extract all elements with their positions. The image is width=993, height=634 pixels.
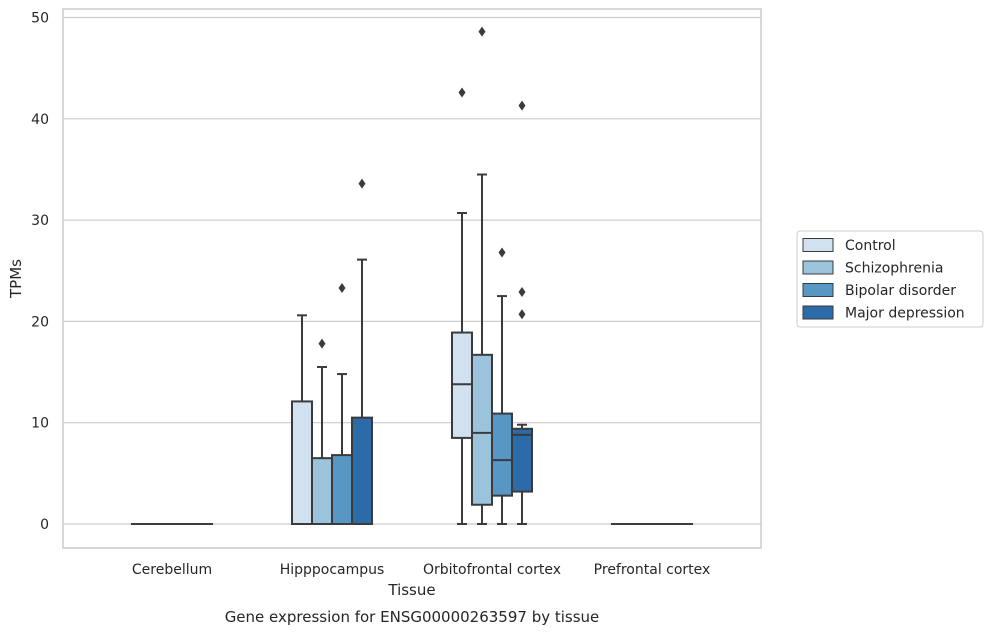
plot-background xyxy=(63,9,761,548)
legend-label: Schizophrenia xyxy=(845,261,943,277)
plot-frame xyxy=(62,8,762,549)
box-schizophrenia xyxy=(311,338,333,525)
legend-label: Bipolar disorder xyxy=(845,283,956,299)
outlier-point xyxy=(318,338,326,349)
legend-entries: Control Schizophrenia Bipolar disorder Majo… xyxy=(802,238,965,322)
legend-frame xyxy=(796,230,984,328)
x-axis-label: Tissue xyxy=(387,581,435,599)
chart-caption: Gene expression for ENSG00000263597 by t… xyxy=(225,608,600,626)
legend: Control Schizophrenia Bipolar disorder Majo… xyxy=(796,230,984,328)
legend-label: Control xyxy=(845,238,896,254)
y-tick-label: 40 xyxy=(31,112,49,128)
x-tick-label: Orbitofrontal cortex xyxy=(423,562,561,578)
legend-swatch xyxy=(802,283,834,297)
outlier-point xyxy=(458,87,466,98)
outlier-point xyxy=(518,309,526,320)
x-tick-labels: Cerebellum Hipppocampus Orbitofrontal cort… xyxy=(132,562,710,578)
box-major-depression xyxy=(351,178,373,526)
legend-swatch xyxy=(802,260,834,275)
legend-swatch xyxy=(802,238,834,252)
box-series xyxy=(131,26,693,526)
legend-swatch xyxy=(802,305,834,320)
y-tick-labels: 0 10 20 30 40 50 xyxy=(31,11,49,534)
y-tick-label: 10 xyxy=(31,416,49,432)
box-body xyxy=(511,427,533,493)
x-tick-label: Prefrontal cortex xyxy=(594,562,711,578)
outlier-point xyxy=(358,178,366,189)
box-body xyxy=(491,412,513,497)
box-body xyxy=(291,400,313,525)
x-tick-label: Hipppocampus xyxy=(280,562,385,578)
box-major-depression xyxy=(511,100,533,525)
outlier-point xyxy=(338,282,346,293)
box-body xyxy=(351,416,373,526)
box-body xyxy=(331,454,353,525)
box-body xyxy=(451,331,473,439)
legend-label: Major depression xyxy=(845,306,965,322)
y-tick-label: 20 xyxy=(31,314,49,330)
box-body xyxy=(471,353,493,506)
y-tick-label: 50 xyxy=(31,11,49,27)
outlier-point xyxy=(518,100,526,111)
box-schizophrenia xyxy=(471,26,493,525)
y-axis-label: TPMs xyxy=(7,259,25,299)
y-tick-label: 30 xyxy=(31,213,49,229)
outlier-point xyxy=(498,247,506,258)
outlier-point xyxy=(478,26,486,37)
x-tick-label: Cerebellum xyxy=(132,562,212,578)
y-tick-label: 0 xyxy=(40,517,49,533)
box-body xyxy=(311,457,333,525)
box-control xyxy=(451,87,473,525)
outlier-point xyxy=(518,287,526,298)
